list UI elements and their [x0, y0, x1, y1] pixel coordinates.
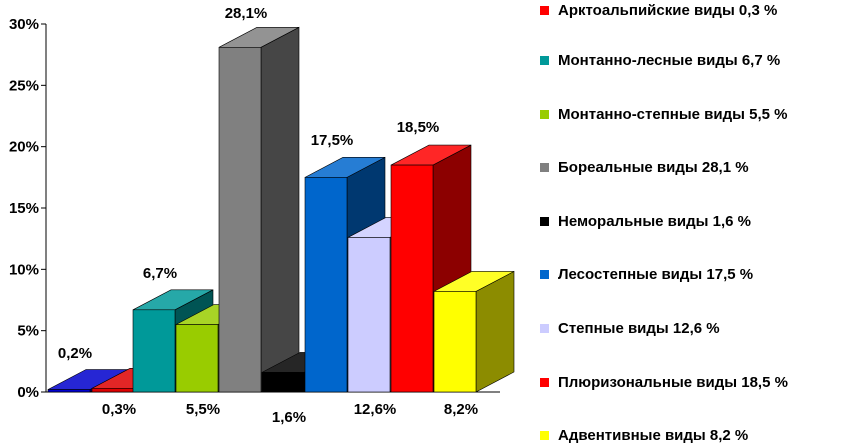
legend-label: Арктоальпийские виды 0,3 % [558, 1, 778, 19]
bar-front [175, 324, 219, 393]
data-label: 6,7% [143, 265, 177, 282]
bar-front [390, 164, 434, 393]
legend-label: Плюризональные виды 18,5 % [558, 373, 788, 391]
legend-swatch [540, 5, 549, 15]
bar-front [132, 309, 176, 393]
bar [433, 270, 515, 393]
legend-item: Плюризональные виды 18,5 % [540, 372, 788, 392]
legend-label: Монтанно-лесные виды 6,7 % [558, 51, 781, 69]
legend-item: Монтанно-степные виды 5,5 % [540, 104, 787, 124]
bar-front [347, 237, 391, 393]
legend-label: Адвентивные виды 8,2 % [558, 426, 749, 444]
y-tick-label: 0% [17, 384, 39, 401]
y-tick-label: 25% [9, 77, 39, 94]
y-tick-label: 15% [9, 200, 39, 217]
data-label: 0,3% [102, 401, 136, 418]
data-label: 28,1% [225, 5, 268, 22]
legend-swatch [540, 162, 549, 172]
legend: Арктоальпийские виды 0,3 % Монтанно-лесны… [540, 0, 847, 446]
legend-label: Неморальные виды 1,6 % [558, 212, 751, 230]
data-label: 17,5% [311, 132, 354, 149]
data-label: 8,2% [444, 401, 478, 418]
legend-swatch [540, 216, 549, 226]
bar-front [218, 47, 262, 393]
bar-side [475, 270, 515, 393]
y-tick-label: 20% [9, 139, 39, 156]
legend-item: Монтанно-лесные виды 6,7 % [540, 50, 780, 70]
bar [218, 26, 300, 393]
data-label: 1,6% [272, 409, 306, 426]
legend-swatch [540, 430, 549, 440]
legend-item: Адвентивные виды 8,2 % [540, 425, 748, 445]
legend-label: Лесостепные виды 17,5 % [558, 265, 754, 283]
legend-swatch [540, 323, 549, 333]
bar-front [47, 389, 91, 393]
bars [47, 26, 515, 393]
bar-front [91, 388, 135, 393]
bar-front [304, 177, 348, 393]
data-label: 0,2% [58, 345, 92, 362]
legend-label: Бореальные виды 28,1 % [558, 158, 749, 176]
legend-item: Степные виды 12,6 % [540, 318, 720, 338]
legend-item: Арктоальпийские виды 0,3 % [540, 0, 777, 20]
legend-item: Бореальные виды 28,1 % [540, 157, 749, 177]
data-labels: 0,2% 0,3% 6,7% 5,5% 28,1% 1,6% 17,5% 12,6% 18,5%… [58, 5, 478, 426]
data-label: 5,5% [186, 401, 220, 418]
bar-chart: 0% 5% 10% 15% 20% 25% 30% 0,2% 0,3% 6,7% 5,5% 28,1… [9, 5, 515, 426]
legend-swatch [540, 109, 549, 119]
y-tick-label: 10% [9, 261, 39, 278]
data-label: 12,6% [354, 401, 397, 418]
bar-front [433, 291, 477, 393]
y-tick-label: 30% [9, 16, 39, 33]
bar-side [260, 26, 300, 393]
legend-item: Лесостепные виды 17,5 % [540, 264, 753, 284]
y-tick-label: 5% [17, 323, 39, 340]
legend-item: Неморальные виды 1,6 % [540, 211, 751, 231]
legend-swatch [540, 377, 549, 387]
bar-front [261, 372, 305, 393]
data-label: 18,5% [397, 119, 440, 136]
legend-label: Монтанно-степные виды 5,5 % [558, 105, 788, 123]
legend-label: Степные виды 12,6 % [558, 319, 720, 337]
legend-swatch [540, 55, 549, 65]
legend-swatch [540, 269, 549, 279]
